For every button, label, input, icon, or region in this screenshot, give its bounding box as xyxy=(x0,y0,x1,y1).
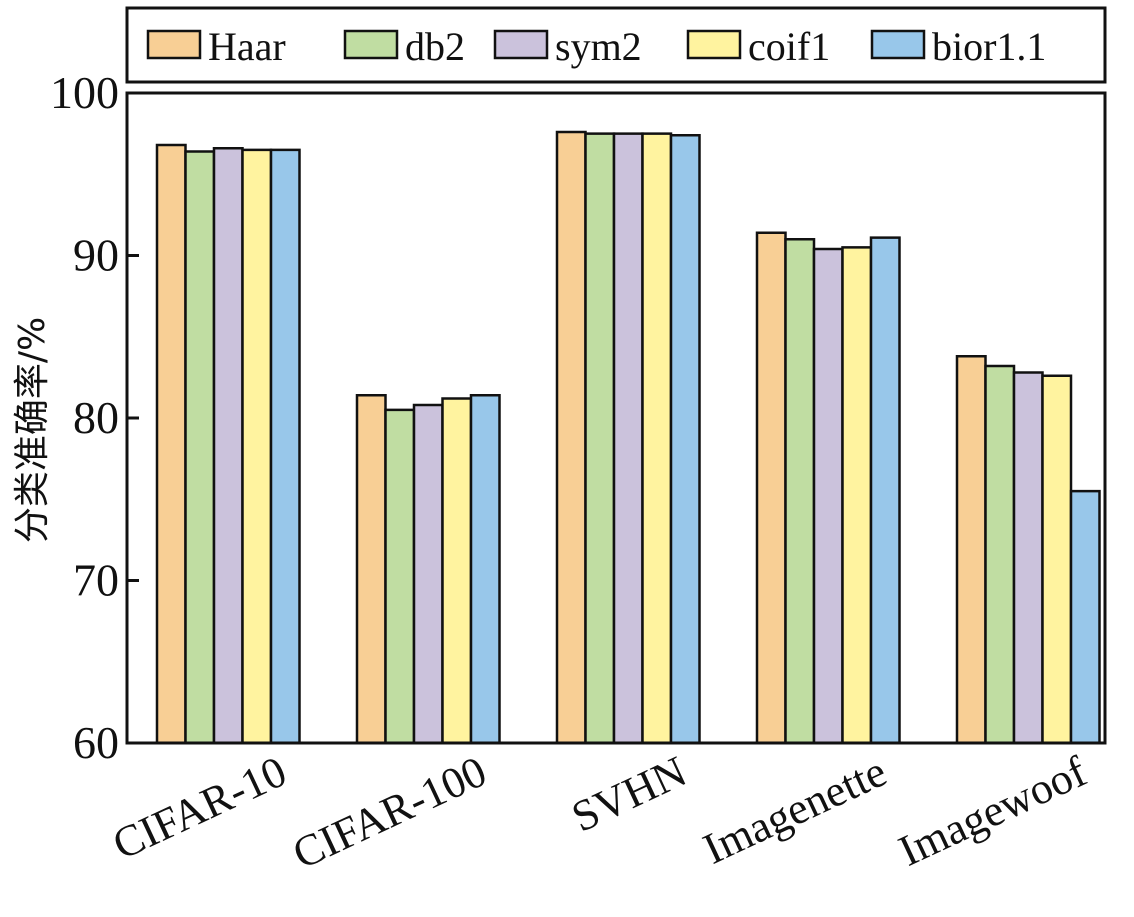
bar-bior1.1-Imagenette xyxy=(869,236,901,745)
y-tick-label: 100 xyxy=(50,67,119,118)
legend-label: db2 xyxy=(405,24,465,69)
bar-db2-Imagewoof xyxy=(984,364,1016,745)
y-axis-label: 分类准确率/% xyxy=(12,317,53,543)
y-tick-label: 60 xyxy=(73,717,119,768)
bar-Haar-Imagewoof xyxy=(955,355,987,745)
legend-swatch xyxy=(686,29,742,60)
y-tick-label: 80 xyxy=(73,392,119,443)
legend-label: Haar xyxy=(208,24,286,69)
bar-sym2-Imagenette xyxy=(812,247,844,745)
bar-bior1.1-SVHN xyxy=(669,134,701,745)
bar-bior1.1-CIFAR-100 xyxy=(469,394,501,745)
bar-sym2-Imagewoof xyxy=(1012,371,1044,745)
bar-coif1-CIFAR-100 xyxy=(441,397,473,745)
bar-coif1-SVHN xyxy=(641,132,673,745)
bar-coif1-CIFAR-10 xyxy=(241,148,273,745)
bar-db2-CIFAR-10 xyxy=(184,150,216,745)
bar-sym2-CIFAR-10 xyxy=(212,147,244,745)
y-tick-label: 70 xyxy=(73,555,119,606)
x-tick-label: CIFAR-10 xyxy=(105,747,293,870)
bar-sym2-SVHN xyxy=(612,132,644,745)
bar-Haar-CIFAR-10 xyxy=(155,143,187,745)
bar-Haar-CIFAR-100 xyxy=(355,394,387,745)
bar-bior1.1-CIFAR-10 xyxy=(269,148,301,745)
legend-label: sym2 xyxy=(555,24,642,69)
x-tick-label: Imagenette xyxy=(696,747,894,874)
legend-swatch xyxy=(870,29,926,60)
bar-db2-Imagenette xyxy=(784,238,816,745)
bar-bior1.1-Imagewoof xyxy=(1069,489,1101,745)
legend: Haar db2 sym2 coif1 bior1.1 xyxy=(125,6,1107,84)
legend-swatch xyxy=(343,29,399,60)
y-tick-label: 90 xyxy=(73,230,119,281)
legend-swatch xyxy=(146,29,202,60)
bars-layer xyxy=(155,130,1101,745)
legend-label: coif1 xyxy=(748,24,830,69)
bar-Haar-SVHN xyxy=(555,130,587,745)
bar-coif1-Imagenette xyxy=(841,246,873,745)
bar-sym2-CIFAR-100 xyxy=(412,403,444,745)
plot-frame xyxy=(125,91,1107,745)
legend-label: bior1.1 xyxy=(932,24,1046,69)
bar-db2-SVHN xyxy=(584,132,616,745)
bar-coif1-Imagewoof xyxy=(1041,374,1073,745)
x-tick-label: Imagewoof xyxy=(891,747,1094,876)
bar-db2-CIFAR-100 xyxy=(384,408,416,745)
legend-swatch xyxy=(493,29,549,60)
x-tick-label: SVHN xyxy=(564,747,693,842)
y-axis: 60 70 80 90 100 xyxy=(50,67,139,768)
bar-Haar-Imagenette xyxy=(755,231,787,745)
legend-frame xyxy=(125,6,1107,84)
x-tick-label: CIFAR-100 xyxy=(285,747,493,879)
